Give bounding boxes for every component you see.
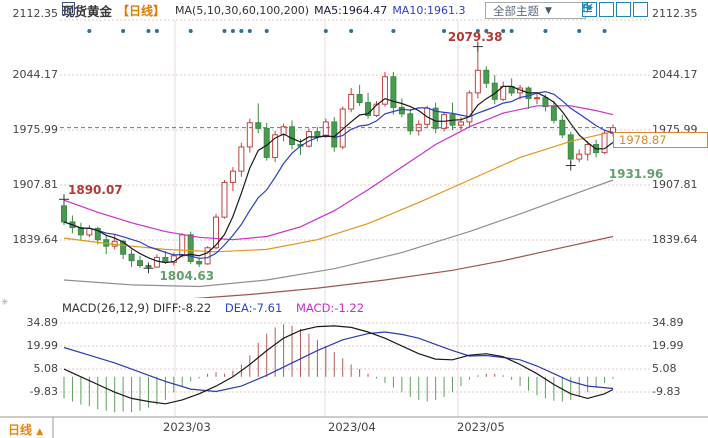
macd-axis-label-right: 19.99 xyxy=(652,339,684,352)
price-axis-label-left: 2044.17 xyxy=(12,68,59,81)
last-price-value: 1978.87 xyxy=(619,133,667,147)
price-annotation: 2079.38 xyxy=(447,29,503,44)
dea-value: DEA:-7.61 xyxy=(224,301,283,315)
ma-settings-label: MA(5,10,30,60,100,200) xyxy=(175,3,310,17)
x-axis-date-label: 2023/04 xyxy=(328,420,376,434)
price-axis-label-left: 2112.35 xyxy=(12,7,59,20)
macd-axis-label-right: -9.83 xyxy=(652,385,681,398)
ma5-value: MA5:1964.47 xyxy=(314,3,388,17)
price-axis-label-right: 1907.81 xyxy=(652,178,698,191)
price-axis-label-left: 1907.81 xyxy=(12,178,59,191)
price-annotation: 1804.63 xyxy=(159,269,215,284)
price-annotation: 1890.07 xyxy=(68,183,123,198)
price-axis-label-left: 1839.64 xyxy=(12,233,59,246)
price-axis-label-right: 2112.35 xyxy=(652,7,698,20)
price-axis-label-right: 1839.64 xyxy=(652,233,698,246)
chart-toolbar xyxy=(582,2,648,17)
theme-dropdown[interactable]: 全部主题 ▼ xyxy=(485,2,586,19)
theme-dropdown-label: 全部主题 xyxy=(493,3,539,18)
period-tag: 【日线】 xyxy=(117,3,166,18)
tab-daily-label: 日线 xyxy=(8,423,33,437)
jump-to-latest-icon[interactable] xyxy=(583,2,648,17)
macd-axis-label-right: 5.08 xyxy=(652,362,677,375)
macd-value: MACD:-1.22 xyxy=(295,301,365,315)
tab-daily-kline[interactable]: 日线 ▲ xyxy=(8,421,43,438)
chevron-down-icon: ▼ xyxy=(545,5,552,16)
x-axis-date-label: 2023/03 xyxy=(163,420,211,434)
ma10-value: MA10:1961.3 xyxy=(392,3,466,17)
price-axis-label-left: 1975.99 xyxy=(12,123,59,136)
price-axis-label-right: 2044.17 xyxy=(652,68,698,81)
x-axis-date-label: 2023/05 xyxy=(457,420,505,434)
macd-axis-label-left: 19.99 xyxy=(26,339,59,352)
price-annotation: 1931.96 xyxy=(608,166,664,181)
triangle-up-icon: ▲ xyxy=(36,427,44,437)
macd-header: MACD(26,12,9) DIFF:-8.22 DEA:-7.61 MACD:… xyxy=(62,301,364,315)
macd-axis-label-right: 34.89 xyxy=(652,316,684,329)
last-price-tag: 1978.87 xyxy=(613,132,708,148)
pane-splitter-icon[interactable]: ✳ xyxy=(1,298,9,308)
macd-axis-label-left: 5.08 xyxy=(33,362,59,375)
macd-settings-diff-value: MACD(26,12,9) DIFF:-8.22 xyxy=(62,301,212,315)
macd-axis-label-left: -9.83 xyxy=(29,385,58,398)
macd-axis-label-left: 34.89 xyxy=(26,316,59,329)
chart-header: 现货黄金 【日线】 MA(5,10,30,60,100,200) MA5:196… xyxy=(62,2,466,19)
